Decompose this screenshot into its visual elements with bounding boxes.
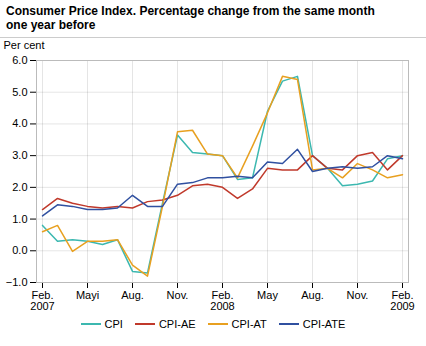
svg-text:2.0: 2.0 xyxy=(12,181,27,193)
svg-text:Aug.: Aug. xyxy=(301,289,324,301)
html-text:CPI: CPI xyxy=(104,317,123,330)
svg-text:Feb.2008: Feb.2008 xyxy=(210,289,234,312)
svg-text:Per cent: Per cent xyxy=(4,39,45,51)
html-text:CPI-AE: CPI-AE xyxy=(158,317,196,330)
svg-text:May: May xyxy=(257,289,278,301)
svg-text:4.0: 4.0 xyxy=(12,117,27,129)
html-text:CPI-ATE: CPI-ATE xyxy=(302,317,346,330)
svg-text:Feb.2007: Feb.2007 xyxy=(30,289,54,312)
svg-text:6.0: 6.0 xyxy=(12,54,27,66)
svg-text:Feb.2009: Feb.2009 xyxy=(390,289,414,312)
svg-text:5.0: 5.0 xyxy=(12,86,27,98)
svg-text:Mayi: Mayi xyxy=(76,289,99,301)
svg-text:Nov.: Nov. xyxy=(167,289,189,301)
svg-text:−1.0: −1.0 xyxy=(6,276,28,288)
html-text:Consumer Price Index. Percenta: Consumer Price Index. Percentage change … xyxy=(6,4,375,33)
svg-text:0.0: 0.0 xyxy=(12,244,27,256)
svg-text:1.0: 1.0 xyxy=(12,212,27,224)
html-text:CPI-AT: CPI-AT xyxy=(231,317,267,330)
svg-text:Nov.: Nov. xyxy=(347,289,369,301)
svg-text:3.0: 3.0 xyxy=(12,149,27,161)
svg-text:Aug.: Aug. xyxy=(121,289,144,301)
